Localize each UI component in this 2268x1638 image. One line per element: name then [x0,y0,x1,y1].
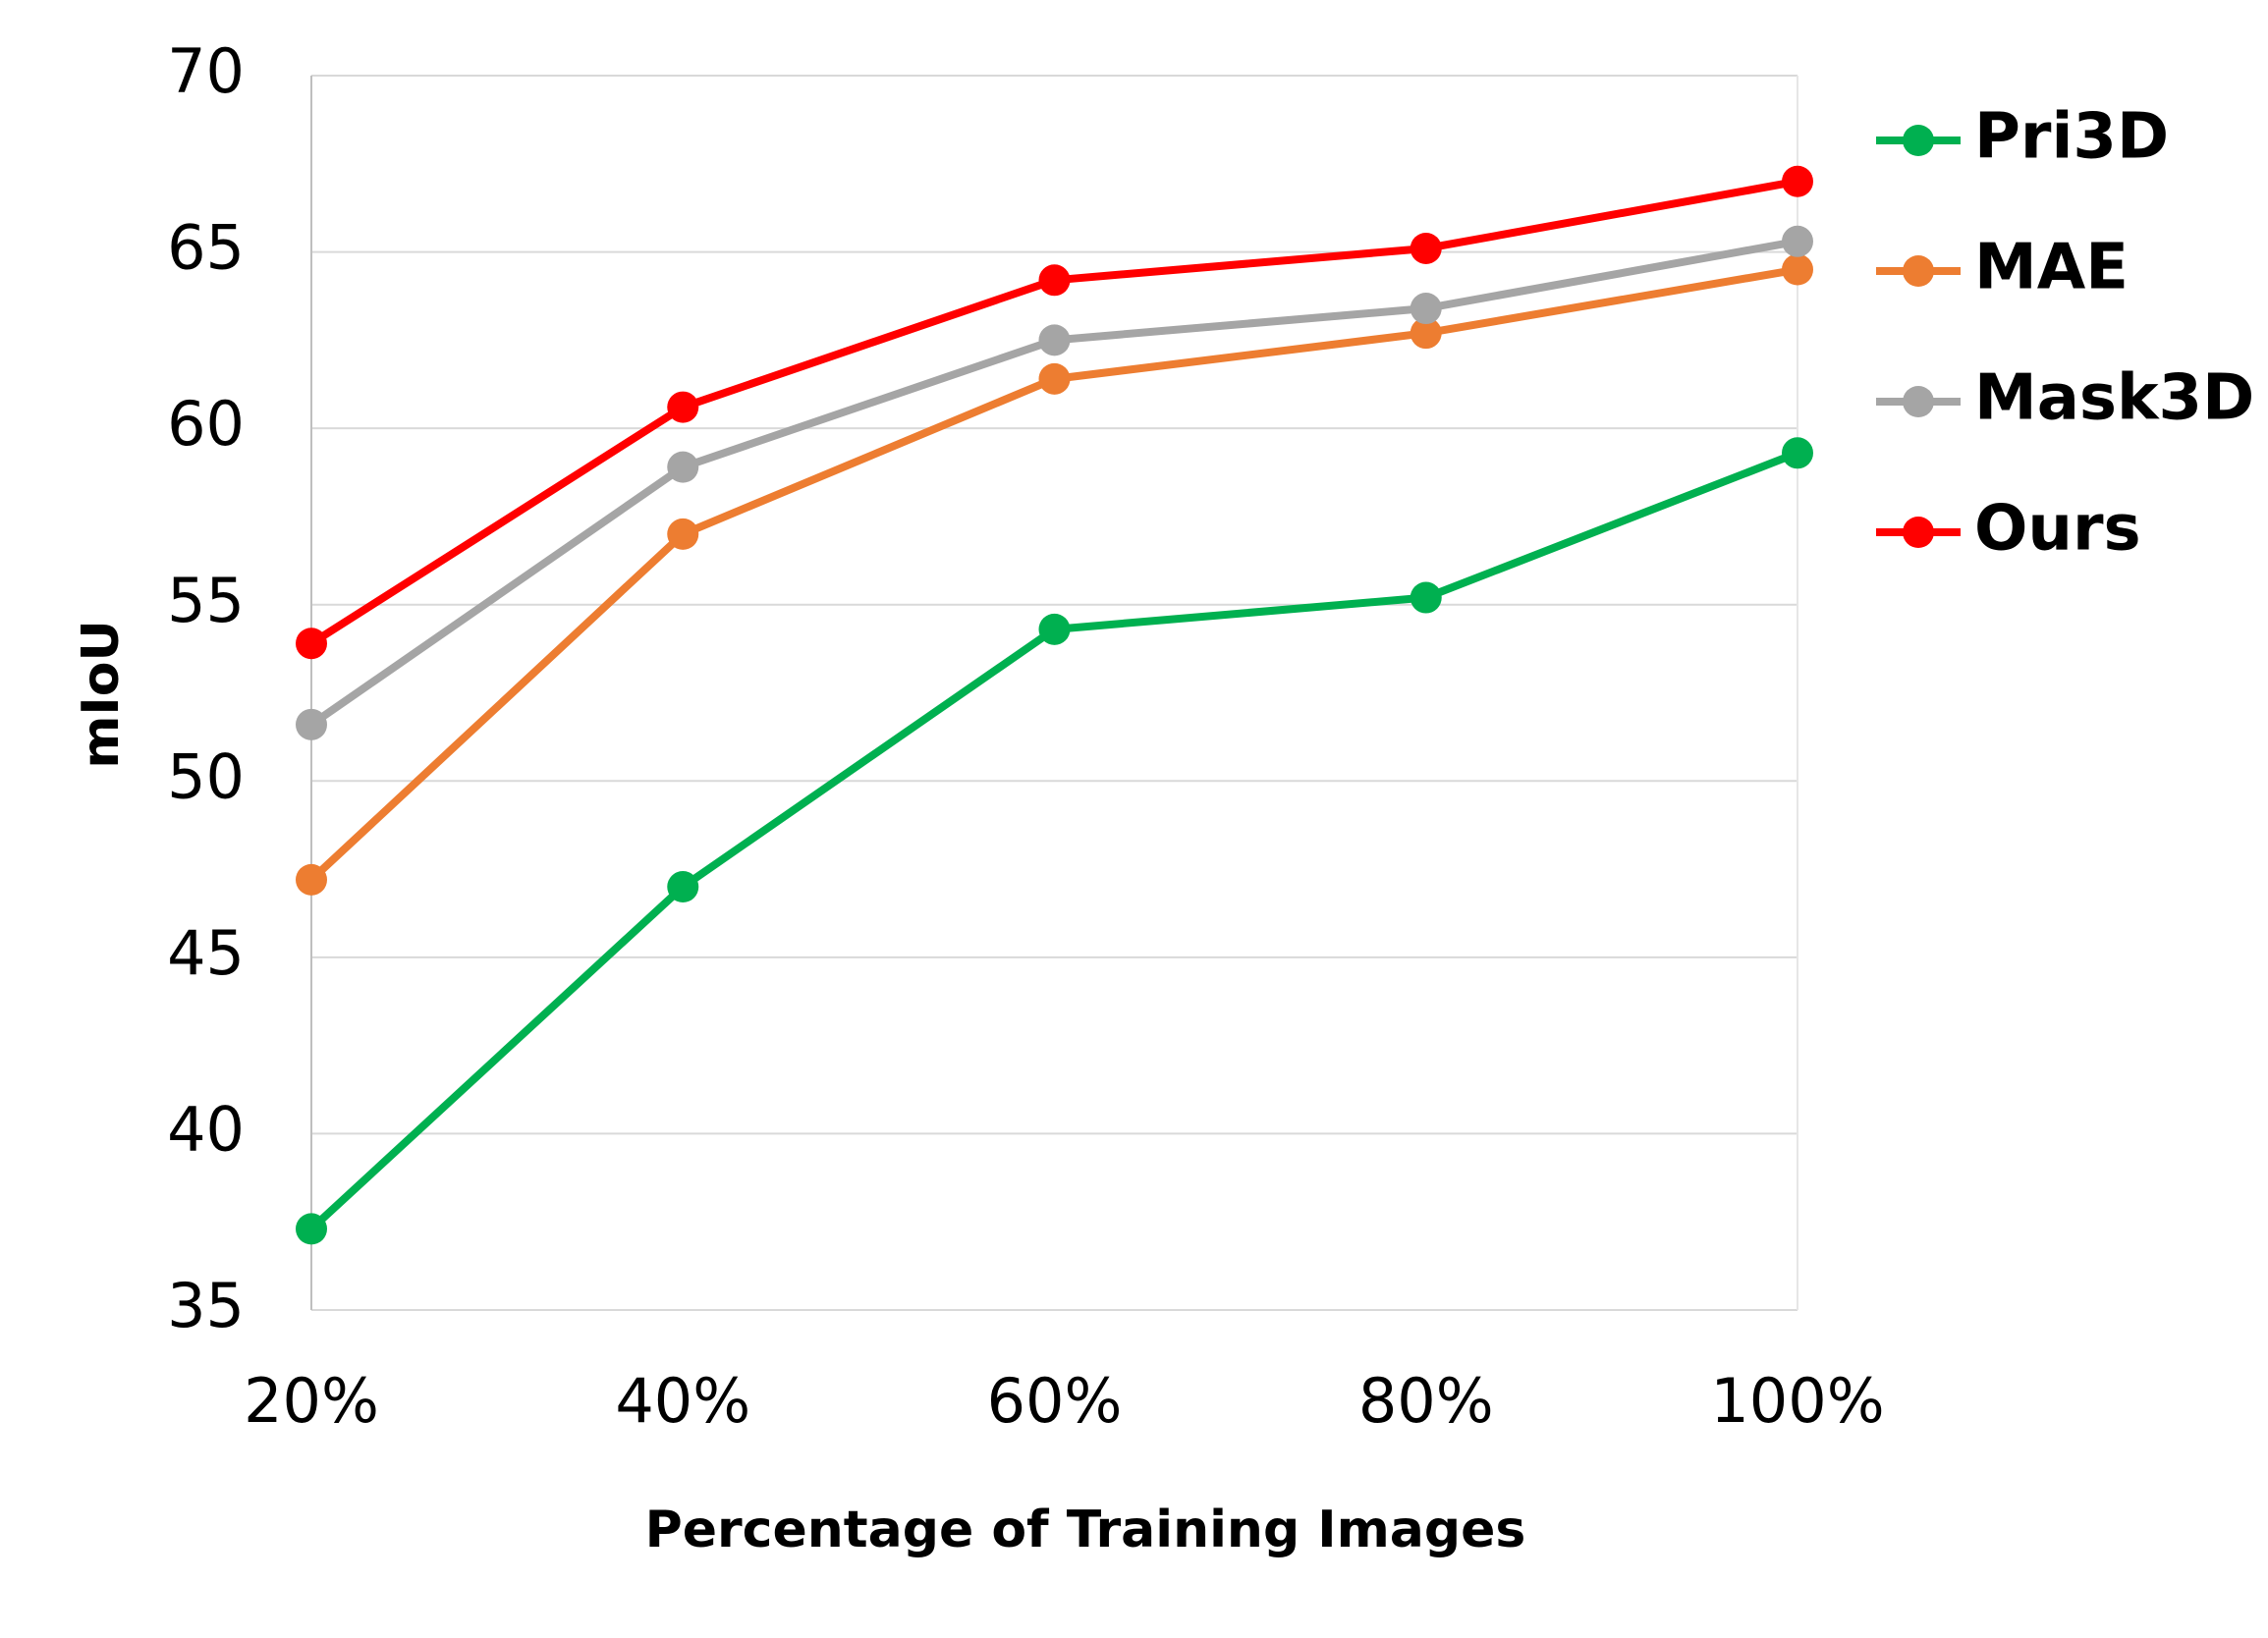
data-point [1038,362,1071,395]
y-tick-label: 45 [167,917,245,989]
x-axis-title: Percentage of Training Images [645,1501,1526,1559]
legend-marker [1903,125,1934,156]
legend-marker [1903,255,1934,287]
y-axis-title: mIoU [72,620,131,768]
data-point [1038,324,1071,356]
legend-label: Pri3D [1974,101,2169,174]
data-point [1410,581,1442,614]
data-point [1410,317,1442,350]
y-tick-label: 50 [167,740,245,812]
data-point [296,1213,327,1245]
y-tick-label: 40 [167,1094,245,1166]
series-line [308,237,1798,729]
y-tick-label: 65 [167,212,245,284]
data-point [1038,264,1071,297]
data-point [1782,437,1813,469]
legend-marker [1903,386,1934,417]
data-point [296,708,327,740]
data-point [667,391,699,423]
data-point [1410,232,1442,264]
data-point [667,518,699,550]
y-tick-label: 35 [167,1270,245,1341]
legend-label: Ours [1974,493,2141,566]
x-tick-label: 80% [1358,1365,1494,1437]
data-point [296,863,327,896]
legend-label: Mask3D [1974,362,2254,435]
x-tick-label: 100% [1710,1365,1884,1437]
x-tick-label: 60% [987,1365,1123,1437]
y-tick-label: 60 [167,388,245,460]
data-point [1038,613,1071,645]
y-tick-label: 55 [167,565,245,636]
data-point [1782,225,1813,257]
data-point [1782,165,1813,197]
data-point [296,628,327,660]
data-point [1782,253,1813,286]
data-point [1410,293,1442,325]
x-tick-label: 40% [615,1365,750,1437]
legend-marker [1903,517,1934,548]
data-point [667,871,699,903]
legend-label: MAE [1974,232,2129,304]
y-tick-label: 70 [167,35,245,107]
x-tick-label: 20% [244,1365,379,1437]
data-point [667,451,699,483]
